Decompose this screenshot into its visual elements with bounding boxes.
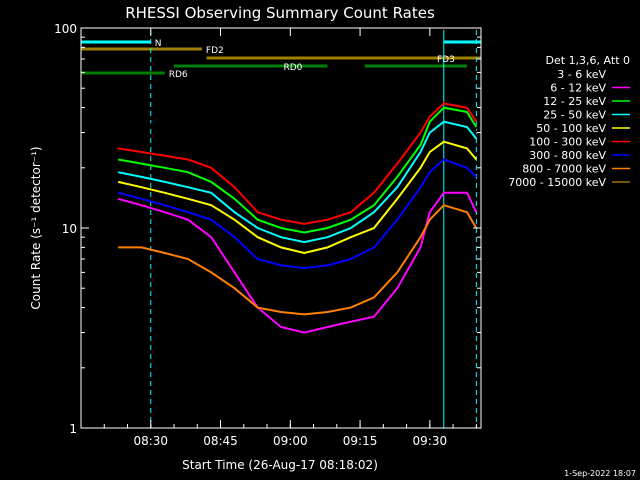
y-tick-label: 1 (69, 422, 77, 436)
footer-timestamp: 1-Sep-2022 18:07 (564, 469, 636, 478)
state-bar-label: RD6 (169, 70, 188, 80)
legend-label: 3 - 6 keV (557, 68, 606, 81)
series-lines (117, 102, 478, 334)
series-line-3 (118, 120, 478, 244)
series-line-0 (118, 106, 478, 183)
legend-label: 800 - 7000 keV (522, 163, 606, 176)
legend-label: 25 - 50 keV (543, 109, 606, 122)
legend-label: 7000 - 15000 keV (508, 176, 606, 189)
series-line-6 (117, 158, 477, 270)
axes: 08:30 08:45 09:00 09:15 09:30 1 10 100 (54, 22, 481, 448)
legend-label: 6 - 12 keV (550, 82, 606, 95)
observation-vlines (80, 30, 477, 428)
series-line-1 (117, 191, 478, 334)
state-bar-label: RD0 (284, 63, 303, 73)
legend-label: 50 - 100 keV (536, 122, 606, 135)
state-bar-label: N (155, 39, 162, 49)
series-line-7 (118, 204, 478, 316)
legend-label: 300 - 800 keV (529, 149, 606, 162)
x-tick-label: 08:30 (133, 434, 168, 448)
x-axis-label: Start Time (26-Aug-17 08:18:02) (182, 458, 378, 472)
x-tick-label: 09:15 (343, 434, 378, 448)
y-axis-label: Count Rate (s⁻¹ detector⁻¹) (29, 146, 43, 309)
y-tick-label: 10 (62, 222, 77, 236)
x-tick-label: 08:45 (203, 434, 238, 448)
legend-label: 12 - 25 keV (543, 95, 606, 108)
series-line-2 (118, 106, 478, 234)
chart-title: RHESSI Observing Summary Count Rates (125, 4, 435, 22)
y-tick-label: 100 (54, 22, 77, 36)
x-tick-label: 09:00 (273, 434, 308, 448)
series-line-4 (117, 140, 478, 255)
state-bar-label: FD3 (437, 55, 455, 65)
state-bar-label: FD2 (206, 46, 224, 56)
legend-title: Det 1,3,6, Att 0 (546, 54, 630, 67)
x-tick-label: 09:30 (413, 434, 448, 448)
state-bars: N FD2 FD3 RD0 RD6 (81, 39, 481, 80)
series-line-5 (118, 102, 478, 225)
legend-label: 100 - 300 keV (529, 136, 606, 149)
